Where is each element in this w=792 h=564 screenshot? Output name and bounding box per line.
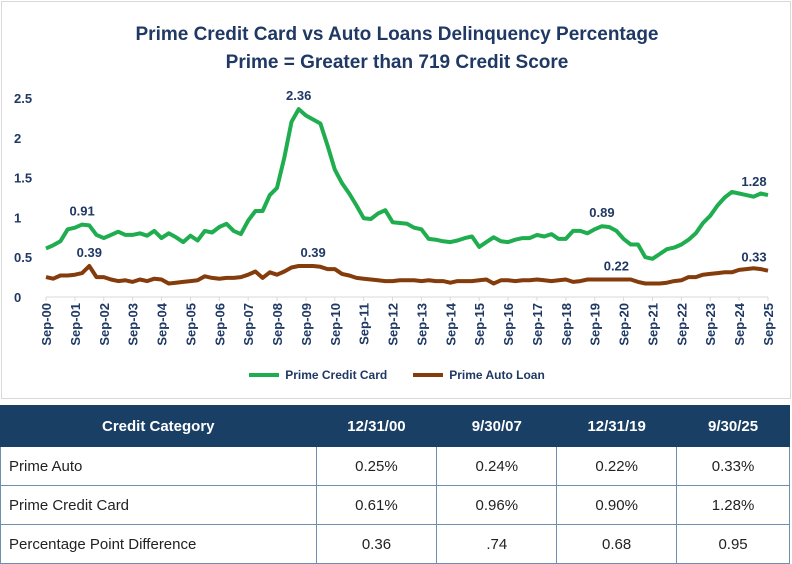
- x-tick-label: Sep-19: [588, 303, 603, 346]
- legend-item-credit-card: Prime Credit Card: [249, 368, 387, 382]
- x-tick-label: Sep-11: [357, 303, 372, 345]
- y-tick-label: 0.5: [14, 250, 32, 265]
- table-cell: Prime Auto: [1, 447, 317, 486]
- x-tick-label: Sep-06: [212, 303, 227, 346]
- table-cell: 0.90%: [557, 486, 677, 525]
- header-cell: 12/31/19: [557, 406, 677, 447]
- x-tick-label: Sep-23: [703, 303, 718, 346]
- table-cell: 0.24%: [437, 447, 557, 486]
- series-line-prime-credit-card: [46, 109, 768, 259]
- x-tick-label: Sep-10: [328, 303, 343, 346]
- x-tick-label: Sep-00: [39, 303, 54, 346]
- header-cell: Credit Category: [1, 406, 317, 447]
- legend-label: Prime Auto Loan: [449, 368, 545, 382]
- header-cell: 9/30/07: [437, 406, 557, 447]
- x-tick-label: Sep-09: [299, 303, 314, 346]
- legend-swatch: [413, 373, 443, 377]
- table-cell: 0.96%: [437, 486, 557, 525]
- x-tick-label: Sep-02: [97, 303, 112, 346]
- x-tick-label: Sep-01: [68, 303, 83, 346]
- table-cell: Percentage Point Difference: [1, 525, 317, 564]
- data-label: 0.89: [589, 205, 614, 220]
- y-tick-label: 2: [14, 131, 21, 146]
- legend-label: Prime Credit Card: [285, 368, 387, 382]
- comparison-table: Credit Category 12/31/00 9/30/07 12/31/1…: [0, 405, 790, 564]
- table-cell: 0.36: [316, 525, 437, 564]
- line-chart: 0 0.5 1 1.5 2 2.5 Sep-00 Sep-01 Sep-02 Sep-03 Sep-…: [2, 2, 792, 362]
- table-cell: 0.22%: [557, 447, 677, 486]
- x-tick-label: Sep-03: [126, 303, 141, 346]
- header-cell: 12/31/00: [316, 406, 437, 447]
- data-label: 1.28: [741, 174, 766, 189]
- table-cell: 0.68: [557, 525, 677, 564]
- x-tick-label: Sep-24: [732, 302, 747, 345]
- x-tick-label: Sep-12: [386, 303, 401, 346]
- data-label: 0.39: [77, 245, 102, 260]
- header-cell: 9/30/25: [677, 406, 790, 447]
- data-label: 0.33: [741, 250, 766, 265]
- x-tick-label: Sep-08: [270, 303, 285, 346]
- data-label: 0.22: [604, 258, 629, 273]
- table-cell: .74: [437, 525, 557, 564]
- table-cell: Prime Credit Card: [1, 486, 317, 525]
- table-cell: 0.95: [677, 525, 790, 564]
- y-tick-label: 0: [14, 290, 21, 305]
- x-tick-label: Sep-13: [414, 303, 429, 346]
- x-tick-label: Sep-14: [443, 302, 458, 345]
- x-tick-label: Sep-20: [617, 303, 632, 346]
- y-tick-label: 1.5: [14, 171, 32, 186]
- y-tick-label: 1: [14, 210, 21, 225]
- x-tick-label: Sep-07: [241, 303, 256, 346]
- x-tick-label: Sep-22: [674, 303, 689, 346]
- legend-swatch: [249, 373, 279, 377]
- x-tick-label: Sep-05: [183, 303, 198, 346]
- x-tick-label: Sep-04: [155, 302, 170, 345]
- table-header-row: Credit Category 12/31/00 9/30/07 12/31/1…: [1, 406, 790, 447]
- x-tick-label: Sep-17: [530, 303, 545, 346]
- y-tick-label: 2.5: [14, 91, 32, 106]
- series-line-prime-auto-loan: [46, 266, 768, 284]
- table-cell: 1.28%: [677, 486, 790, 525]
- legend-item-auto-loan: Prime Auto Loan: [413, 368, 545, 382]
- table-cell: 0.25%: [316, 447, 437, 486]
- data-label: 2.36: [286, 88, 311, 103]
- x-tick-label: Sep-21: [645, 303, 660, 346]
- chart-card: Prime Credit Card vs Auto Loans Delinque…: [1, 1, 791, 399]
- table-cell: 0.61%: [316, 486, 437, 525]
- table-cell: 0.33%: [677, 447, 790, 486]
- x-tick-label: Sep-18: [559, 303, 574, 346]
- x-tick-label: Sep-16: [501, 303, 516, 346]
- x-tick-label: Sep-25: [761, 303, 776, 346]
- legend: Prime Credit Card Prime Auto Loan: [2, 368, 792, 382]
- data-label: 0.39: [300, 245, 325, 260]
- data-label: 0.91: [69, 204, 94, 219]
- x-tick-label: Sep-15: [472, 303, 487, 346]
